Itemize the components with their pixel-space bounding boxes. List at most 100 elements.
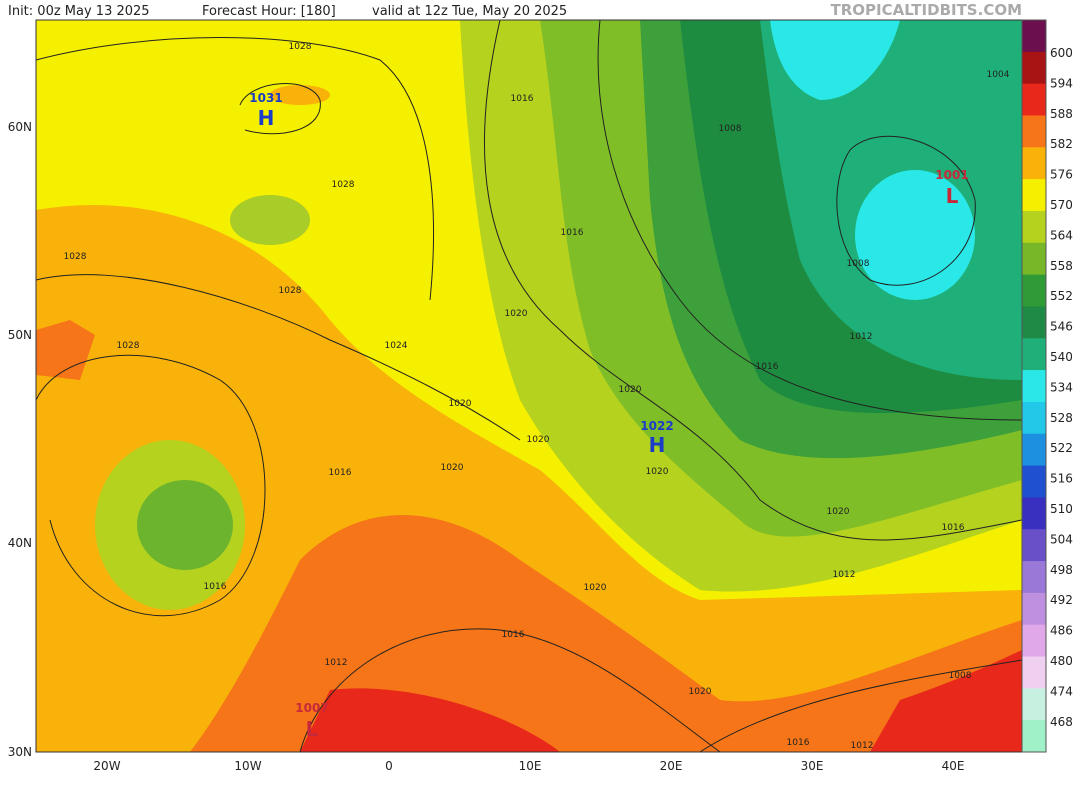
lon-label: 10W: [234, 759, 261, 773]
colorbar-label: 510: [1050, 502, 1073, 516]
colorbar-label: 528: [1050, 411, 1073, 425]
isobar-label: 1012: [850, 332, 873, 342]
colorbar-label: 522: [1050, 441, 1073, 455]
isobar-label: 1016: [502, 630, 525, 640]
colorbar-box: [1022, 51, 1046, 85]
center-symbol: H: [258, 106, 275, 130]
lon-label: 20E: [660, 759, 683, 773]
center-value: 1031: [249, 91, 282, 105]
lon-label: 0: [385, 759, 393, 773]
colorbar-box: [1022, 433, 1046, 467]
isobar-label: 1020: [689, 687, 712, 697]
colorbar-label: 570: [1050, 198, 1073, 212]
isobar-label: 1028: [117, 341, 140, 351]
isobar-label: 1016: [329, 468, 352, 478]
map: 1028 1028 1028 1028 1028 1024 1016 1016 …: [35, 19, 1023, 753]
center-symbol: L: [306, 717, 319, 741]
isobar-label: 1028: [289, 42, 312, 52]
isobar-label: 1012: [851, 741, 874, 751]
isobar-label: 1012: [325, 658, 348, 668]
lon-label: 10E: [519, 759, 542, 773]
colorbar-label: 468: [1050, 715, 1073, 729]
isobar-label: 1016: [511, 94, 534, 104]
isobar-label: 1020: [527, 435, 550, 445]
colorbar-label: 588: [1050, 107, 1073, 121]
isobar-label: 1024: [385, 341, 408, 351]
colorbar-label: 582: [1050, 137, 1073, 151]
colorbar-label: 486: [1050, 624, 1073, 638]
colorbar-box: [1022, 656, 1046, 689]
colorbar-box: [1022, 561, 1046, 594]
colorbar-frame: [1021, 19, 1047, 753]
colorbar-label: 600: [1050, 46, 1073, 60]
colorbar-label: 516: [1050, 472, 1073, 486]
isobar-label: 1016: [787, 738, 810, 748]
colorbar-box: [1022, 624, 1046, 658]
colorbar-box: [1022, 20, 1046, 53]
colorbar-box: [1022, 83, 1046, 116]
colorbar-label: 474: [1050, 684, 1073, 698]
colorbar-label: 492: [1050, 593, 1073, 607]
isobar-label: 1016: [756, 362, 779, 372]
colorbar-label: 504: [1050, 532, 1073, 546]
lat-label: 30N: [8, 745, 32, 759]
lat-label: 50N: [8, 328, 32, 342]
lon-label: 30E: [801, 759, 824, 773]
isobar-label: 1016: [204, 582, 227, 592]
lon-label: 40E: [942, 759, 965, 773]
colorbar-box: [1022, 147, 1046, 180]
init-text: Init: 00z May 13 2025: [8, 4, 150, 19]
colorbar-label: 534: [1050, 380, 1073, 394]
forecast-hour: Forecast Hour: [180]: [202, 4, 336, 19]
isobar-label: 1028: [64, 252, 87, 262]
isobar-label: 1020: [584, 583, 607, 593]
center-symbol: H: [649, 433, 666, 457]
isobar-label: 1020: [619, 385, 642, 395]
isobar-label: 1008: [949, 671, 972, 681]
colorbar-label: 546: [1050, 320, 1073, 334]
colorbar-box: [1022, 401, 1046, 435]
valid-time: valid at 12z Tue, May 20 2025: [372, 4, 567, 19]
colorbar-box: [1022, 720, 1046, 753]
colorbar-box: [1022, 242, 1046, 276]
colorbar-box: [1022, 592, 1046, 626]
isobar-label: 1028: [279, 286, 302, 296]
colorbar: 600 594 588 582 576 570 564 558 552 546 540 534 528 5…: [1021, 19, 1073, 753]
colorbar-label: 594: [1050, 76, 1073, 90]
isobar-label: 1020: [505, 309, 528, 319]
colorbar-label: 558: [1050, 259, 1073, 273]
isobar-label: 1016: [942, 523, 965, 533]
isobar-label: 1028: [332, 180, 355, 190]
site-name: TROPICALTIDBITS.COM: [831, 1, 1023, 19]
colorbar-label: 480: [1050, 654, 1073, 668]
lat-label: 60N: [8, 120, 32, 134]
colorbar-box: [1022, 688, 1046, 721]
isobar-label: 1008: [847, 259, 870, 269]
isobar-label: 1020: [441, 463, 464, 473]
colorbar-box: [1022, 115, 1046, 148]
isobar-label: 1020: [449, 399, 472, 409]
center-symbol: L: [946, 184, 959, 208]
colorbar-box: [1022, 529, 1046, 562]
center-value: 1001: [935, 168, 968, 182]
isobar-label: 1004: [987, 70, 1010, 80]
colorbar-box: [1022, 338, 1046, 371]
isobar-label: 1016: [561, 228, 584, 238]
lat-label: 40N: [8, 536, 32, 550]
center-value: 1007: [295, 701, 328, 715]
lon-label: 20W: [93, 759, 120, 773]
colorbar-box: [1022, 370, 1046, 403]
colorbar-label: 552: [1050, 289, 1073, 303]
isobar-label: 1012: [833, 570, 856, 580]
isobar-label: 1020: [646, 467, 669, 477]
colorbar-label: 540: [1050, 350, 1073, 364]
colorbar-label: 564: [1050, 228, 1073, 242]
isobar-label: 1020: [827, 507, 850, 517]
center-value: 1022: [640, 419, 673, 433]
colorbar-box: [1022, 465, 1046, 498]
isobar-label: 1008: [719, 124, 742, 134]
colorbar-box: [1022, 274, 1046, 307]
colorbar-box: [1022, 210, 1046, 244]
colorbar-label: 576: [1050, 168, 1073, 182]
